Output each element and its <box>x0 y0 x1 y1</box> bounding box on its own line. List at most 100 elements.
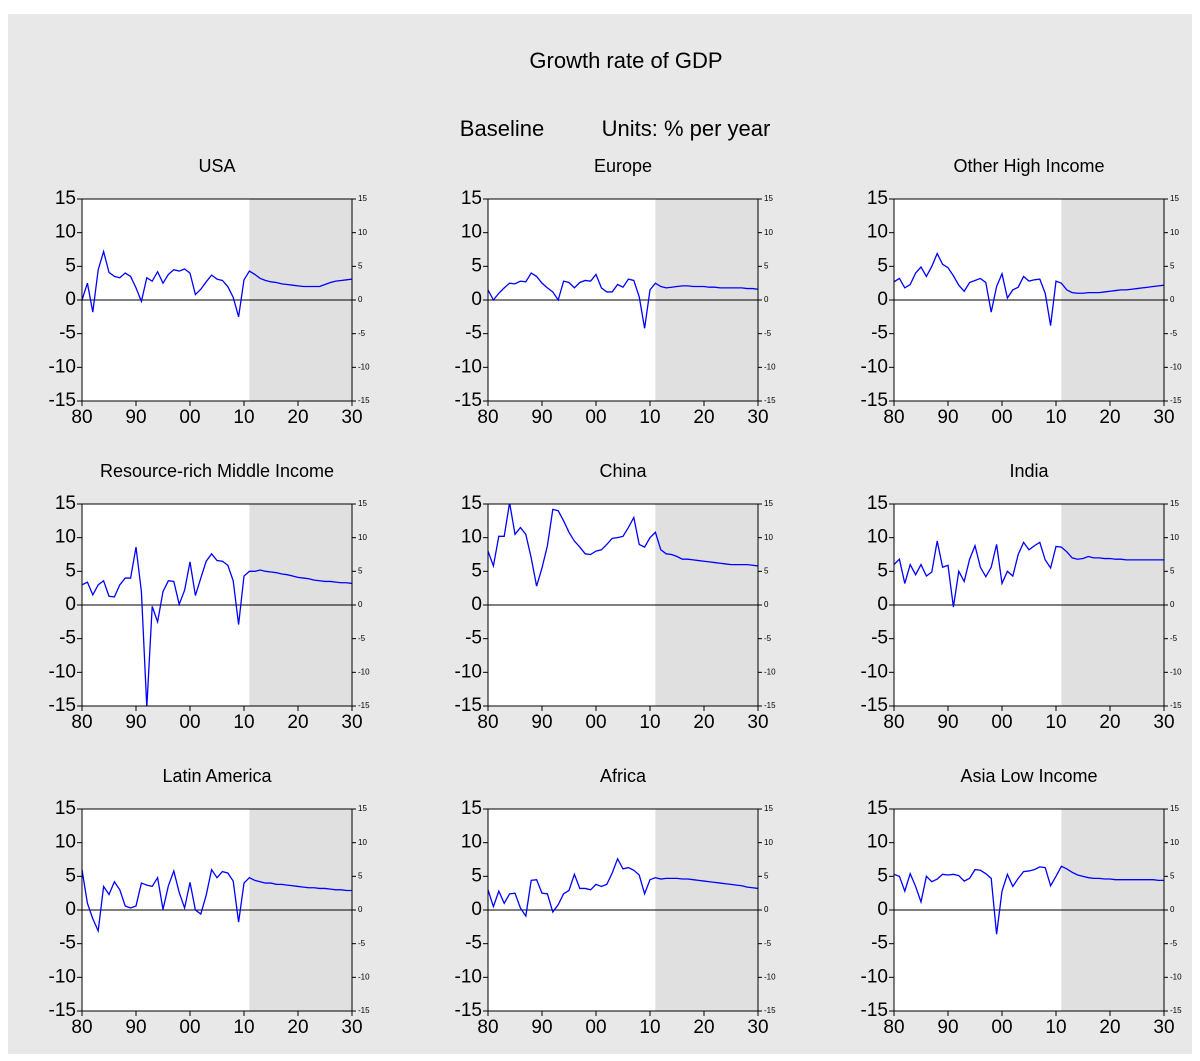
y2-tick-label: 5 <box>1170 871 1175 880</box>
panel-title: China <box>599 461 647 481</box>
x-tick-label: 20 <box>1099 407 1120 428</box>
x-tick-label: 90 <box>125 1017 146 1038</box>
panel-title: Asia Low Income <box>960 766 1097 786</box>
y-tick-label: -15 <box>49 390 76 411</box>
series-line <box>488 504 758 587</box>
y2-tick-label: 10 <box>764 838 773 847</box>
y2-tick-label: -10 <box>1170 362 1182 371</box>
x-tick-label: 30 <box>341 712 362 733</box>
y-tick-label: -5 <box>465 933 482 954</box>
plot-frame <box>81 808 353 1012</box>
y2-tick-label: 10 <box>1170 533 1179 542</box>
y-tick-label: 0 <box>877 899 888 920</box>
y-tick-label: -10 <box>49 661 76 682</box>
y2-tick-label: 0 <box>358 905 363 914</box>
y2-tick-label: -15 <box>764 1006 776 1015</box>
plot-frame <box>487 808 759 1012</box>
y-tick-label: -5 <box>465 628 482 649</box>
y2-tick-label: 10 <box>1170 228 1179 237</box>
x-tick-label: 00 <box>585 712 606 733</box>
y-tick-label: -10 <box>455 356 482 377</box>
y-tick-label: 0 <box>471 594 482 615</box>
series-line <box>894 865 1164 935</box>
y2-tick-label: 10 <box>358 838 367 847</box>
y-tick-label: 15 <box>55 798 76 819</box>
x-tick-label: 80 <box>883 1017 904 1038</box>
series-line <box>488 857 758 918</box>
y-tick-label: -10 <box>861 661 888 682</box>
x-tick-label: 30 <box>1153 407 1174 428</box>
x-tick-label: 90 <box>531 407 552 428</box>
y-tick-label: -15 <box>49 1000 76 1021</box>
x-tick-label: 80 <box>477 1017 498 1038</box>
x-tick-label: 10 <box>639 407 660 428</box>
panel-title: Europe <box>594 156 652 176</box>
y-tick-label: 15 <box>461 493 482 514</box>
plot-frame <box>487 198 759 402</box>
y-tick-label: 5 <box>877 560 888 581</box>
y2-tick-label: 5 <box>764 871 769 880</box>
x-tick-label: 80 <box>71 407 92 428</box>
x-tick-label: 10 <box>233 712 254 733</box>
y-tick-label: -5 <box>59 628 76 649</box>
panel: Resource-rich Middle Income -15 -15 -10 -10 -… <box>49 461 371 733</box>
y2-tick-label: -5 <box>1170 634 1178 643</box>
y2-tick-label: -5 <box>358 634 366 643</box>
y2-tick-label: -10 <box>764 667 776 676</box>
x-tick-label: 00 <box>179 712 200 733</box>
y2-tick-label: 15 <box>764 194 773 203</box>
y2-tick-label: 5 <box>358 261 363 270</box>
y-tick-label: 0 <box>65 289 76 310</box>
y2-tick-label: -15 <box>764 701 776 710</box>
x-tick-label: 00 <box>585 407 606 428</box>
figure-title: Growth rate of GDP <box>529 48 722 73</box>
x-tick-label: 90 <box>125 712 146 733</box>
x-tick-label: 90 <box>937 712 958 733</box>
x-tick-label: 10 <box>233 1017 254 1038</box>
y-tick-label: -5 <box>871 933 888 954</box>
panel: Other High Income-15 -15-10 -10-5 -50 05 510 1… <box>861 156 1183 428</box>
y-tick-label: 15 <box>461 188 482 209</box>
series-line <box>82 867 352 934</box>
y-tick-label: 10 <box>461 527 482 548</box>
y-tick-label: 5 <box>877 255 888 276</box>
x-tick-label: 00 <box>991 712 1012 733</box>
y-tick-label: 10 <box>55 832 76 853</box>
y-tick-label: 0 <box>877 289 888 310</box>
x-tick-label: 80 <box>883 712 904 733</box>
series-line <box>894 540 1164 608</box>
y-tick-label: 10 <box>55 222 76 243</box>
x-tick-label: 30 <box>1153 712 1174 733</box>
y2-tick-label: 0 <box>764 905 769 914</box>
x-tick-label: 00 <box>991 1017 1012 1038</box>
y2-tick-label: -5 <box>358 939 366 948</box>
panel-title: Resource-rich Middle Income <box>100 461 334 481</box>
y-tick-label: -15 <box>861 1000 888 1021</box>
x-tick-label: 20 <box>693 1017 714 1038</box>
x-tick-label: 30 <box>341 407 362 428</box>
x-tick-label: 30 <box>341 1017 362 1038</box>
x-tick-label: 10 <box>639 712 660 733</box>
y-tick-label: -10 <box>455 661 482 682</box>
x-tick-label: 20 <box>693 407 714 428</box>
y2-tick-label: -10 <box>358 972 370 981</box>
series-line <box>82 546 352 706</box>
plot-frame <box>893 808 1165 1012</box>
y-tick-label: 15 <box>867 798 888 819</box>
x-tick-label: 00 <box>179 1017 200 1038</box>
x-tick-label: 20 <box>287 407 308 428</box>
y2-tick-label: 15 <box>1170 194 1179 203</box>
x-tick-label: 80 <box>71 712 92 733</box>
y-tick-label: -15 <box>861 390 888 411</box>
y-tick-label: 15 <box>867 188 888 209</box>
y2-tick-label: -5 <box>1170 939 1178 948</box>
units: Units: % per year <box>602 116 771 141</box>
subtitle: Baseline <box>460 116 544 141</box>
x-tick-label: 10 <box>639 1017 660 1038</box>
y2-tick-label: -15 <box>358 396 370 405</box>
y2-tick-label: 15 <box>358 194 367 203</box>
x-tick-label: 10 <box>233 407 254 428</box>
y-tick-label: 0 <box>65 594 76 615</box>
